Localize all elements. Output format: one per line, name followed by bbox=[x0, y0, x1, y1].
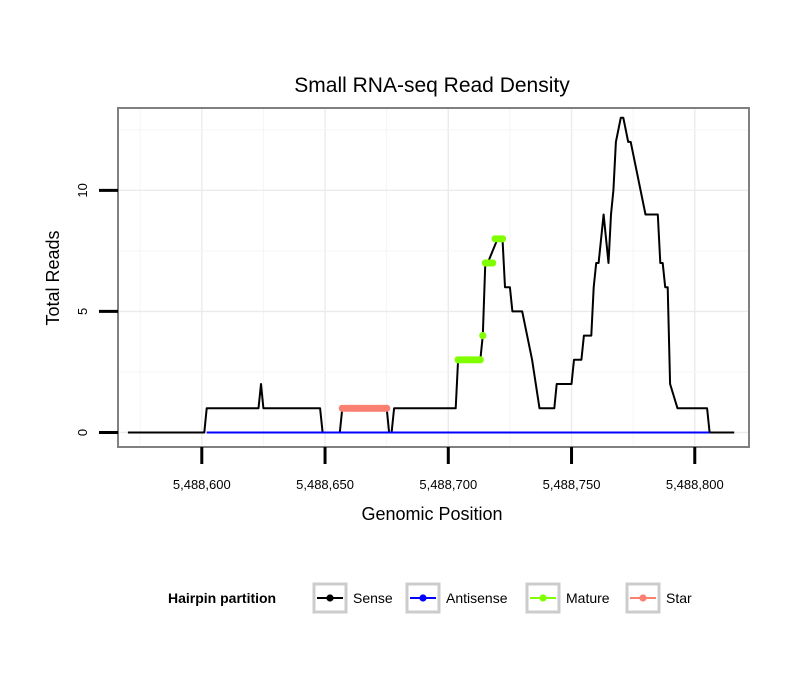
x-tick-label: 5,488,750 bbox=[543, 477, 601, 492]
x-tick-label: 5,488,700 bbox=[419, 477, 477, 492]
legend-label-star: Star bbox=[666, 590, 692, 606]
legend: Hairpin partition Sense Antisense Mature St… bbox=[168, 582, 692, 614]
legend-key-point bbox=[539, 594, 547, 602]
mature-point bbox=[479, 332, 487, 340]
legend-item-mature: Mature bbox=[525, 582, 610, 614]
legend-key-point bbox=[326, 594, 334, 602]
y-tick-label: 5 bbox=[75, 308, 90, 315]
star-point bbox=[383, 404, 391, 412]
y-tick-label: 0 bbox=[75, 429, 90, 436]
legend-label-antisense: Antisense bbox=[446, 590, 508, 606]
legend-title: Hairpin partition bbox=[168, 590, 276, 606]
mature-point bbox=[489, 259, 497, 267]
legend-item-star: Star bbox=[625, 582, 692, 614]
sense-series-line bbox=[127, 116, 735, 434]
legend-key-point bbox=[419, 594, 427, 602]
chart-title: Small RNA-seq Read Density bbox=[294, 74, 570, 97]
y-axis-title: Total Reads bbox=[43, 230, 63, 325]
panel-background bbox=[118, 108, 749, 447]
mature-point bbox=[476, 356, 484, 364]
x-tick-label: 5,488,600 bbox=[173, 477, 231, 492]
legend-label-sense: Sense bbox=[353, 590, 393, 606]
x-tick-label: 5,488,800 bbox=[666, 477, 724, 492]
x-tick-label: 5,488,650 bbox=[296, 477, 354, 492]
y-axis: 0 5 10 bbox=[75, 183, 118, 436]
y-tick-label: 10 bbox=[75, 183, 90, 197]
mature-point bbox=[498, 235, 507, 243]
plot-panel bbox=[118, 108, 749, 447]
x-axis-title: Genomic Position bbox=[361, 504, 502, 524]
legend-item-sense: Sense bbox=[312, 582, 393, 614]
legend-item-antisense: Antisense bbox=[405, 582, 508, 614]
x-axis: 5,488,600 5,488,650 5,488,700 5,488,750 5,48… bbox=[173, 447, 724, 492]
panel-border bbox=[117, 107, 750, 448]
legend-key-point bbox=[639, 594, 647, 602]
legend-label-mature: Mature bbox=[566, 590, 610, 606]
